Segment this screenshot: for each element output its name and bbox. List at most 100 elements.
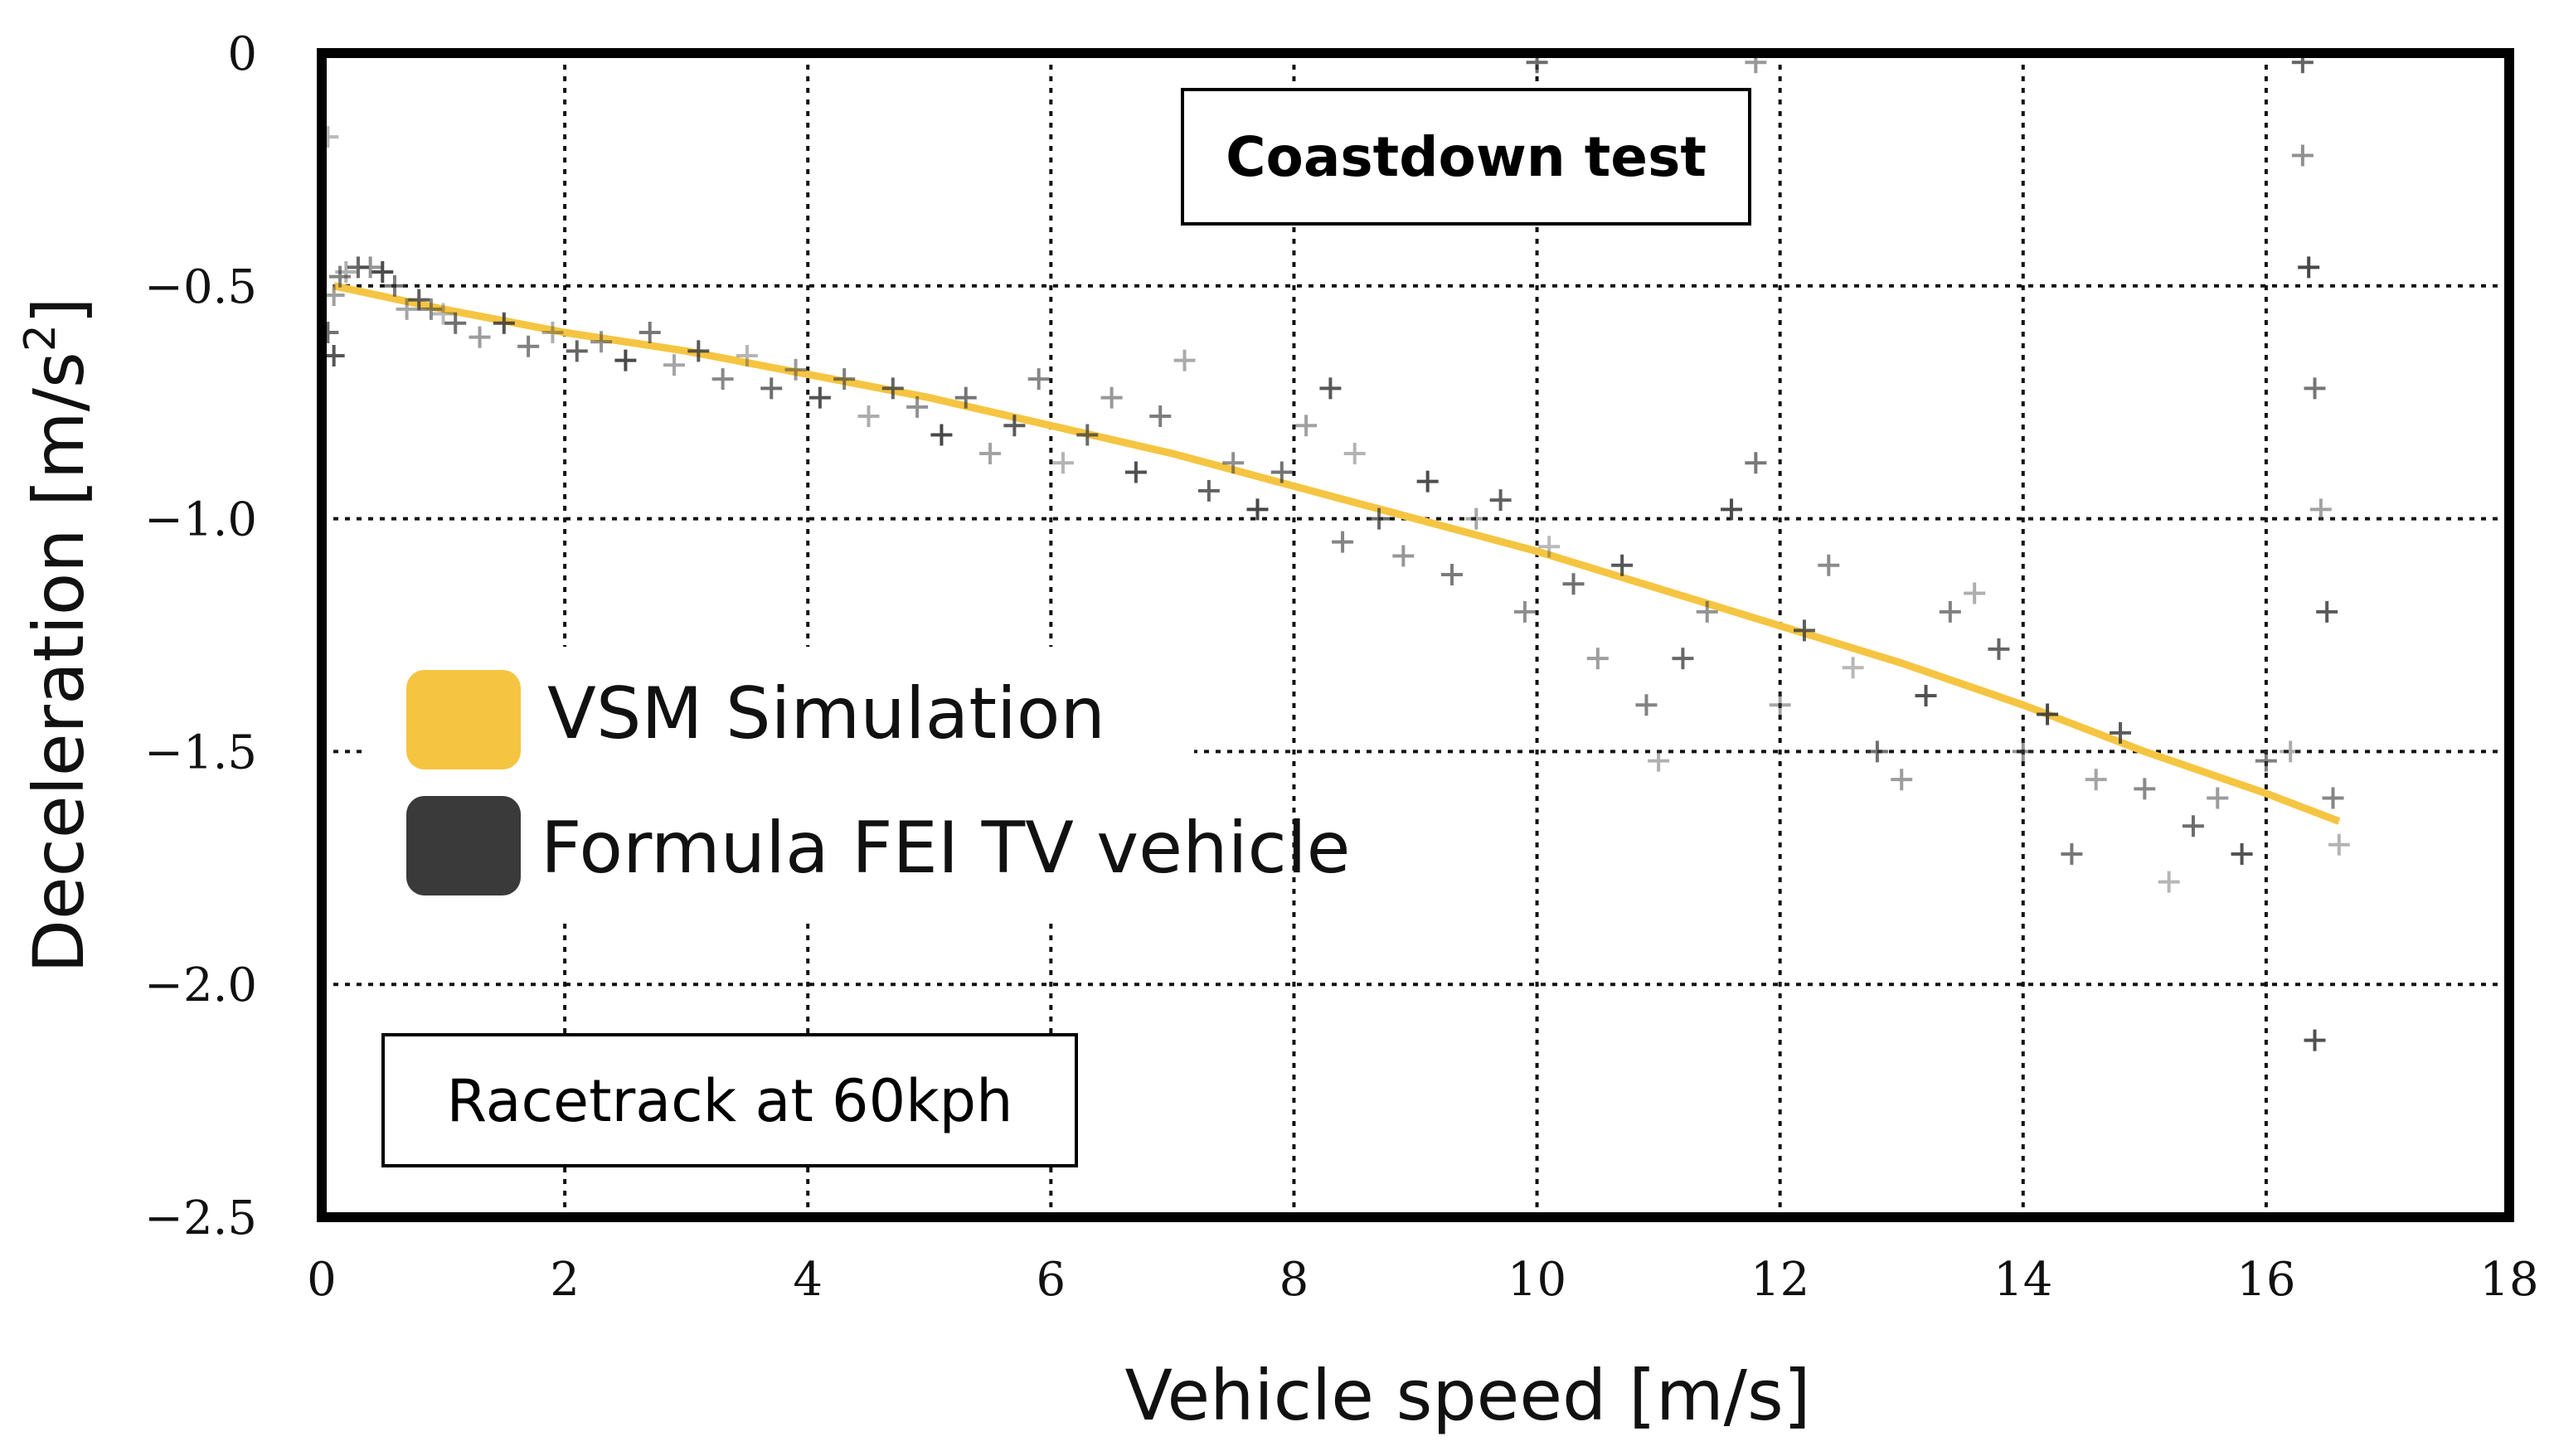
data-point-44 bbox=[1173, 349, 1196, 371]
data-point-31 bbox=[857, 405, 880, 428]
data-point-80 bbox=[2012, 740, 2034, 763]
y-tick-label-1: −1.0 bbox=[144, 493, 257, 547]
data-point-34 bbox=[930, 424, 953, 446]
measurement-points-layer bbox=[317, 51, 2350, 1051]
data-point-47 bbox=[1246, 498, 1269, 521]
data-point-60 bbox=[1538, 536, 1561, 558]
data-point-74 bbox=[1866, 740, 1888, 763]
data-point-62 bbox=[1586, 648, 1609, 670]
data-point-56 bbox=[1440, 563, 1463, 585]
data-point-7 bbox=[359, 256, 381, 279]
chart-title: Coastdown test bbox=[1226, 125, 1707, 189]
data-point-87 bbox=[2182, 815, 2204, 837]
legend-label-formula-fei-tv-vehicle: Formula FEI TV vehicle bbox=[541, 807, 1351, 890]
y-tick-labels: 0 −0.5 −1.0 −1.5 −2.0 −2.5 bbox=[144, 27, 257, 1245]
data-point-53 bbox=[1368, 507, 1391, 530]
y-axis-label-end: ] bbox=[18, 297, 100, 324]
legend: VSM Simulation Formula FEI TV vehicle bbox=[365, 647, 1351, 920]
data-point-36 bbox=[979, 442, 1002, 464]
data-point-66 bbox=[1672, 648, 1694, 670]
data-point-39 bbox=[1051, 452, 1074, 474]
data-point-76 bbox=[1915, 685, 1937, 707]
data-point-51 bbox=[1332, 531, 1354, 553]
data-point-35 bbox=[954, 386, 977, 409]
data-point-18 bbox=[541, 321, 564, 343]
data-point-81 bbox=[2037, 703, 2059, 726]
data-point-17 bbox=[517, 335, 540, 357]
x-tick-label-16: 16 bbox=[2236, 1253, 2295, 1307]
y-tick-label-1-5: −1.5 bbox=[144, 726, 257, 779]
data-point-88 bbox=[2207, 787, 2229, 809]
data-point-96 bbox=[2309, 498, 2332, 521]
x-tick-label-10: 10 bbox=[1508, 1253, 1566, 1307]
data-point-37 bbox=[1003, 415, 1026, 437]
data-point-63 bbox=[1611, 554, 1634, 576]
data-point-50 bbox=[1319, 377, 1342, 400]
annotation-text: Racetrack at 60kph bbox=[447, 1067, 1013, 1135]
data-point-59 bbox=[1513, 600, 1536, 623]
data-point-21 bbox=[614, 349, 637, 371]
data-point-89 bbox=[2231, 842, 2253, 865]
data-point-77 bbox=[1939, 600, 1961, 623]
data-point-69 bbox=[1745, 452, 1767, 474]
annotation-box bbox=[381, 1033, 1078, 1167]
x-tick-label-8: 8 bbox=[1279, 1253, 1309, 1307]
data-point-16 bbox=[493, 312, 515, 334]
y-tick-label-2: −2.0 bbox=[144, 959, 257, 1012]
data-point-30 bbox=[833, 368, 856, 391]
data-point-19 bbox=[566, 340, 588, 362]
data-point-9 bbox=[383, 274, 405, 297]
data-point-27 bbox=[760, 377, 783, 400]
data-point-97 bbox=[2316, 600, 2338, 623]
data-point-70 bbox=[1769, 694, 1791, 716]
x-tick-label-6: 6 bbox=[1037, 1253, 1066, 1307]
x-tick-label-14: 14 bbox=[1993, 1253, 2052, 1307]
title-box bbox=[1181, 88, 1751, 226]
data-point-85 bbox=[2134, 778, 2156, 800]
data-point-83 bbox=[2085, 769, 2107, 791]
data-point-49 bbox=[1295, 415, 1318, 437]
x-tick-labels: 0 2 4 6 8 10 12 14 16 18 bbox=[307, 1253, 2538, 1307]
x-tick-label-4: 4 bbox=[793, 1253, 823, 1307]
data-point-57 bbox=[1465, 507, 1488, 530]
x-tick-label-0: 0 bbox=[307, 1253, 337, 1307]
data-point-52 bbox=[1343, 442, 1366, 464]
data-point-5 bbox=[335, 260, 357, 283]
data-point-90 bbox=[2255, 750, 2277, 772]
y-tick-label-2-5: −2.5 bbox=[144, 1191, 257, 1245]
data-point-10 bbox=[396, 298, 418, 320]
data-point-93 bbox=[2291, 144, 2314, 167]
data-point-65 bbox=[1648, 750, 1670, 772]
data-point-79 bbox=[1988, 638, 2010, 660]
data-point-38 bbox=[1027, 368, 1050, 391]
data-point-102 bbox=[2304, 1029, 2326, 1051]
data-point-91 bbox=[2280, 740, 2302, 763]
data-point-72 bbox=[1818, 554, 1840, 576]
data-point-68 bbox=[1721, 498, 1743, 521]
x-tick-label-2: 2 bbox=[550, 1253, 580, 1307]
data-point-29 bbox=[808, 386, 831, 409]
data-point-20 bbox=[590, 331, 613, 353]
data-point-13 bbox=[432, 303, 454, 325]
data-point-8 bbox=[371, 260, 394, 283]
data-point-61 bbox=[1562, 573, 1585, 595]
data-point-24 bbox=[687, 340, 710, 362]
data-point-4 bbox=[328, 265, 351, 288]
data-point-42 bbox=[1124, 461, 1147, 483]
x-tick-label-18: 18 bbox=[2479, 1253, 2538, 1307]
data-point-54 bbox=[1392, 545, 1415, 567]
data-point-33 bbox=[906, 396, 929, 418]
data-point-46 bbox=[1222, 452, 1245, 474]
data-point-55 bbox=[1416, 470, 1439, 493]
data-point-94 bbox=[2298, 256, 2320, 279]
data-point-41 bbox=[1100, 386, 1123, 409]
data-point-58 bbox=[1489, 489, 1512, 512]
data-point-11 bbox=[408, 289, 430, 311]
data-point-28 bbox=[784, 358, 807, 381]
data-point-45 bbox=[1197, 479, 1220, 502]
x-tick-label-12: 12 bbox=[1750, 1253, 1809, 1307]
data-point-95 bbox=[2304, 377, 2326, 400]
x-axis-label: Vehicle speed [m/s] bbox=[1125, 1355, 1811, 1436]
data-point-84 bbox=[2110, 721, 2132, 744]
